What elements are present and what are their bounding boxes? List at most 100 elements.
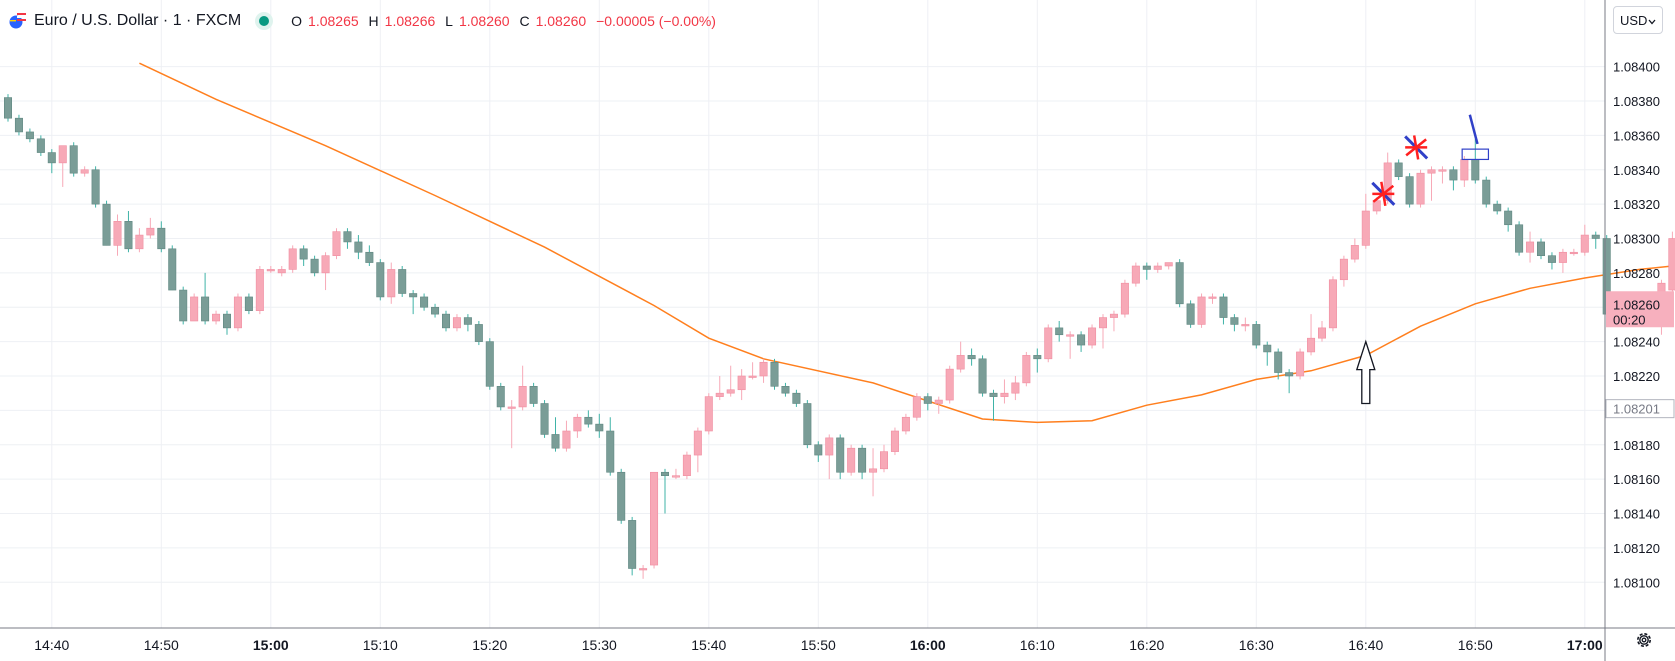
candle: [124, 211, 133, 253]
candle: [1449, 166, 1458, 191]
drawings-layer[interactable]: [1355, 114, 1490, 405]
candle-body: [1537, 241, 1546, 256]
market-status-dot[interactable]: [259, 16, 270, 26]
y-tick-label: 1.08300: [1613, 232, 1660, 247]
current-price-tag: [1606, 291, 1674, 328]
symbol-title[interactable]: Euro / U.S. Dollar · 1 · FXCM: [34, 12, 242, 29]
candle: [25, 128, 34, 143]
candle: [1252, 321, 1261, 349]
candle: [310, 255, 319, 277]
candle: [441, 310, 450, 332]
trend-line-drawing[interactable]: [1468, 114, 1479, 145]
candle: [617, 468, 626, 524]
candle: [1022, 351, 1031, 387]
candle: [1361, 193, 1370, 249]
y-tick-label: 1.08220: [1613, 369, 1660, 384]
candle: [967, 348, 976, 366]
candle-body: [1318, 327, 1327, 339]
candle-body: [332, 231, 341, 256]
candle: [1285, 369, 1294, 394]
candle-body: [496, 386, 505, 408]
candle-body: [1504, 210, 1513, 226]
candle-body: [595, 423, 604, 432]
candle-body: [1088, 327, 1097, 346]
candle: [1591, 231, 1600, 249]
currency-label: USD: [1620, 12, 1648, 28]
y-tick-label: 1.08320: [1613, 197, 1660, 212]
candle-body: [463, 317, 472, 325]
candle: [803, 400, 812, 449]
candle-body: [69, 145, 78, 174]
candle-body: [168, 248, 177, 291]
candle-body: [1219, 296, 1228, 318]
candle: [650, 471, 659, 569]
open-value: 1.08265: [308, 13, 359, 29]
candle-body: [847, 447, 856, 473]
candle-body: [682, 454, 691, 476]
candle: [748, 362, 757, 380]
candle-body: [1109, 313, 1118, 318]
cross-marker-drawing[interactable]: [1371, 181, 1396, 207]
cross-marker-drawing[interactable]: [1404, 135, 1429, 160]
candle: [1537, 238, 1546, 260]
candle: [584, 410, 593, 428]
candle-body: [1307, 337, 1316, 353]
candle: [1000, 379, 1009, 404]
candle-body: [737, 375, 746, 391]
candle-body: [1099, 317, 1108, 329]
candle: [507, 400, 516, 449]
candle: [36, 135, 45, 156]
candle: [595, 413, 604, 438]
x-tick-label: 16:10: [1020, 637, 1055, 653]
candle: [157, 221, 166, 253]
candle: [1307, 314, 1316, 356]
x-tick-label: 17:00: [1567, 637, 1603, 653]
y-tick-label: 1.08100: [1613, 575, 1660, 590]
candle: [934, 396, 943, 414]
candle: [168, 245, 177, 291]
candle: [409, 290, 418, 315]
low-label: L: [445, 13, 453, 29]
candle-body: [1438, 169, 1447, 172]
candle: [858, 444, 867, 480]
rectangle-drawing[interactable]: [1461, 148, 1490, 161]
candle-body: [135, 234, 144, 250]
candle-body: [1175, 262, 1184, 305]
candle: [606, 417, 615, 476]
candle: [354, 235, 363, 260]
candle: [1186, 300, 1195, 328]
currency-select[interactable]: USD: [1613, 6, 1663, 34]
y-tick-label: 1.08360: [1613, 128, 1660, 143]
candle-body: [606, 430, 615, 473]
candle-body: [299, 248, 308, 260]
candle-body: [529, 386, 538, 404]
candle: [923, 393, 932, 411]
candle-body: [1252, 324, 1261, 346]
candle-body: [4, 97, 13, 119]
candle-body: [704, 396, 713, 432]
candle: [179, 286, 188, 325]
candle: [1208, 293, 1217, 304]
candle-body: [14, 117, 23, 133]
candle-body: [1055, 327, 1064, 336]
high-value: 1.08266: [384, 13, 436, 29]
candle-body: [244, 296, 253, 311]
candle: [1066, 331, 1075, 359]
candle: [1120, 279, 1129, 318]
up-arrow-drawing[interactable]: [1355, 339, 1376, 405]
candle: [1296, 348, 1305, 380]
ohlc-values: O 1.08265 H 1.08266 L 1.08260 C 1.08260 −0.0…: [291, 13, 716, 29]
candle-body: [1296, 351, 1305, 377]
candle-body: [474, 324, 483, 342]
candle: [420, 293, 429, 311]
candle-body: [47, 152, 56, 164]
candle: [836, 434, 845, 480]
candle-body: [1361, 210, 1370, 246]
high-label: H: [368, 13, 379, 29]
gear-icon[interactable]: [1635, 631, 1653, 649]
candle-body: [890, 430, 899, 452]
candle: [540, 400, 549, 438]
candle: [244, 293, 253, 315]
candle: [1493, 200, 1502, 215]
